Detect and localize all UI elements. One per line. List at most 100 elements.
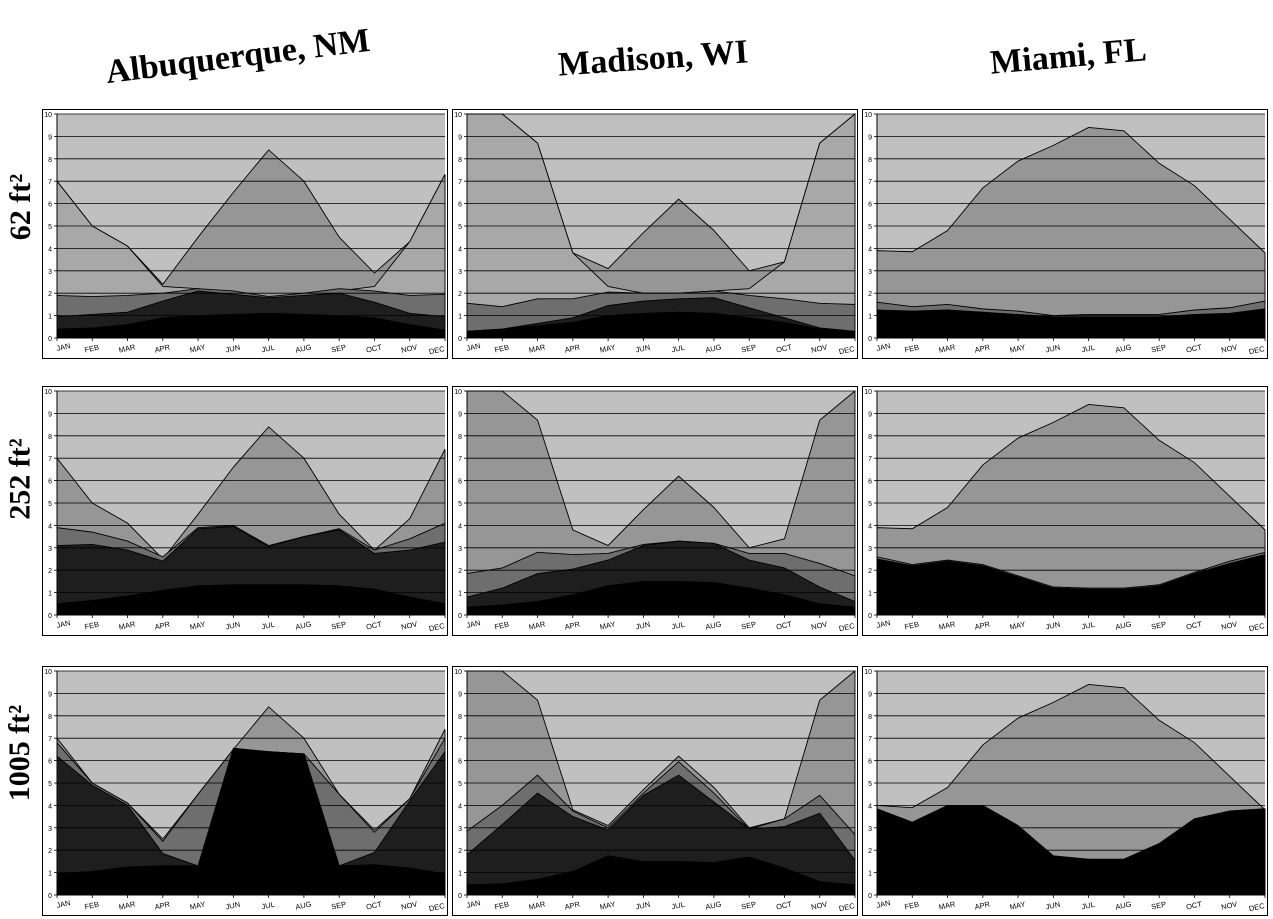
x-tick-label: JUN [1045,343,1061,355]
x-tick-label: JAN [56,618,72,630]
y-tick-label: 6 [458,202,462,209]
y-tick-label: 4 [868,246,872,253]
column-title-madison: Madison, WI [556,33,750,84]
x-tick-label: MAR [938,899,957,911]
y-tick-label: 2 [48,848,52,855]
x-tick-label: MAY [189,620,206,632]
y-tick-label: 5 [868,781,872,788]
x-tick-label: JUN [1045,620,1061,632]
y-tick-label: 3 [458,269,462,276]
x-tick-label: SEP [330,343,347,355]
x-tick-label: APR [564,342,582,354]
y-tick-label: 9 [868,691,872,698]
y-tick-label: 5 [458,781,462,788]
y-tick-label: 2 [458,291,462,298]
x-tick-label: APR [564,899,582,911]
y-tick-label: 10 [44,112,52,119]
y-tick-label: 9 [48,411,52,418]
x-tick-label: MAY [189,900,206,912]
x-tick-label: NOV [400,342,418,354]
x-tick-label: AUG [1114,619,1132,631]
y-tick-label: 5 [868,224,872,231]
x-tick-label: DEC [1248,621,1266,633]
y-tick-label: 4 [868,523,872,530]
y-tick-label: 7 [458,456,462,463]
x-tick-label: MAR [938,342,957,354]
x-tick-label: AUG [1114,899,1132,911]
x-tick-label: FEB [84,900,100,912]
series-area-2 [876,553,1266,616]
y-tick-label: 10 [454,389,462,396]
y-tick-label: 1 [48,591,52,598]
x-tick-label: FEB [904,900,920,912]
x-tick-label: SEP [1150,900,1167,912]
y-tick-label: 8 [868,157,872,164]
x-tick-label: SEP [330,620,347,632]
chart-svg: 0 1 2 3 4 5 6 7 8 9 10 JAN FEB MAR APR MAY JUN JUL AUG SEP O… [454,389,856,633]
y-tick-label: 3 [48,269,52,276]
x-tick-label: AUG [294,342,312,354]
row-label-252: 252 ft² [3,438,37,520]
x-tick-label: APR [974,619,992,631]
y-tick-label: 9 [48,691,52,698]
chart-madison-252: 0 1 2 3 4 5 6 7 8 9 10 JAN FEB MAR APR MAY JUN JUL AUG SEP O… [452,386,858,636]
y-tick-label: 8 [48,434,52,441]
x-tick-label: NOV [1220,342,1238,354]
chart-madison-62: 0 1 2 3 4 5 6 7 8 9 10 JAN FEB MAR APR MAY JUN JUL AUG SEP O… [452,109,858,359]
x-tick-label: MAY [1009,620,1026,632]
x-tick-label: APR [974,899,992,911]
x-tick-label: JUN [225,900,241,912]
x-tick-label: DEC [838,344,856,356]
y-tick-label: 1 [868,871,872,878]
y-tick-label: 2 [458,568,462,575]
x-tick-label: SEP [330,900,347,912]
x-tick-label: DEC [428,901,446,913]
x-tick-label: JAN [466,341,482,353]
x-tick-label: JUN [635,620,651,632]
x-tick-label: OCT [775,899,793,911]
y-tick-label: 0 [868,613,872,620]
y-tick-label: 6 [868,202,872,209]
chart-albuquerque-1005: 0 1 2 3 4 5 6 7 8 9 10 JAN FEB MAR APR MAY JUN JUL AUG SEP O… [42,666,448,916]
y-tick-label: 5 [48,501,52,508]
series-area-2 [876,308,1266,339]
chart-albuquerque-252: 0 1 2 3 4 5 6 7 8 9 10 JAN FEB MAR APR MAY JUN JUL AUG SEP O… [42,386,448,636]
x-tick-label: MAY [599,900,616,912]
y-tick-label: 9 [458,691,462,698]
y-tick-label: 7 [458,736,462,743]
x-tick-label: NOV [1220,619,1238,631]
y-tick-label: 9 [458,134,462,141]
y-tick-label: 10 [864,112,872,119]
y-tick-label: 4 [458,803,462,810]
y-tick-label: 9 [48,134,52,141]
x-tick-label: JUN [635,343,651,355]
x-tick-label: DEC [838,621,856,633]
y-tick-label: 7 [48,736,52,743]
x-tick-label: FEB [494,620,510,632]
y-tick-label: 10 [864,389,872,396]
y-tick-label: 2 [48,291,52,298]
y-tick-label: 1 [458,591,462,598]
x-tick-label: JAN [466,898,482,910]
y-tick-label: 4 [48,246,52,253]
y-tick-label: 4 [48,803,52,810]
y-tick-label: 1 [458,871,462,878]
x-tick-label: APR [974,342,992,354]
x-tick-label: DEC [1248,344,1266,356]
chart-albuquerque-62: 0 1 2 3 4 5 6 7 8 9 10 JAN FEB MAR APR MAY JUN JUL AUG SEP O… [42,109,448,359]
y-tick-label: 8 [458,434,462,441]
x-tick-label: JUL [261,900,276,912]
x-tick-label: OCT [365,619,383,631]
x-tick-label: JUL [261,343,276,355]
y-tick-label: 9 [458,411,462,418]
y-tick-label: 6 [868,759,872,766]
x-tick-label: FEB [494,343,510,355]
y-tick-label: 10 [864,669,872,676]
x-tick-label: MAR [528,619,547,631]
y-tick-label: 0 [868,893,872,900]
y-tick-label: 7 [48,456,52,463]
y-tick-label: 0 [48,336,52,343]
x-tick-label: SEP [740,900,757,912]
y-tick-label: 2 [458,848,462,855]
x-tick-label: FEB [904,343,920,355]
